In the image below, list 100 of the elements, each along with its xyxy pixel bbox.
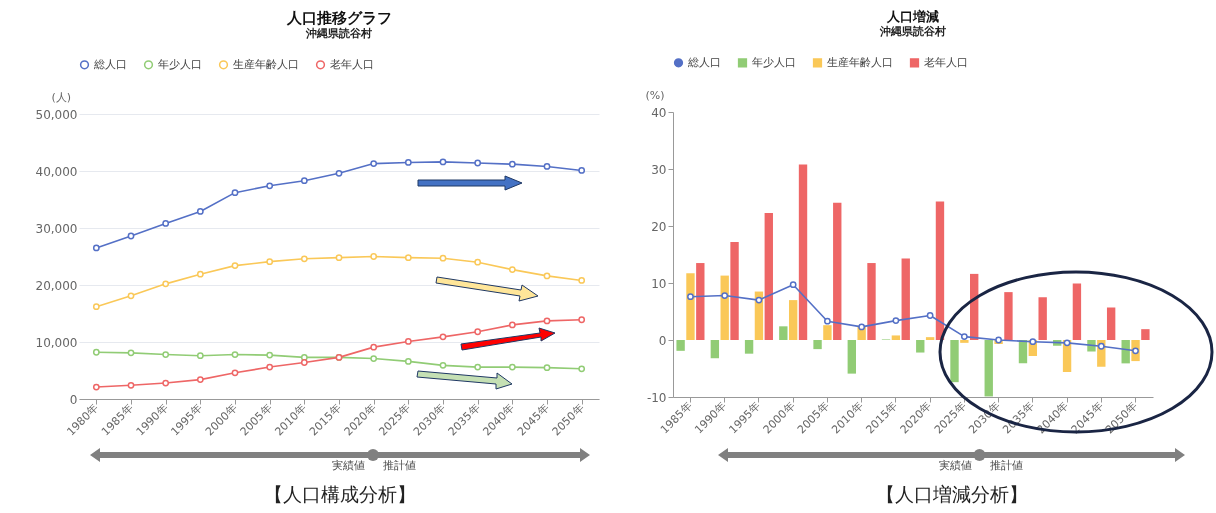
point [370,343,378,351]
point [300,359,308,366]
chart-subtitle: 沖縄県読谷村 [305,26,372,40]
text: 推計値 [989,458,1023,473]
bar [1038,297,1047,340]
point [162,280,170,288]
legend-label: 総人口 [687,55,721,69]
bar [950,340,959,383]
y-tick-label: 40,000 [35,164,78,179]
point [439,254,447,262]
point [370,355,378,362]
point [439,333,447,341]
legend-label: 生産年齢人口 [827,55,893,69]
bar [984,340,993,397]
point [162,220,170,227]
point [370,253,378,260]
legend-label: 年少人口 [158,57,202,71]
point [960,333,968,340]
bar [1004,292,1013,340]
point [543,364,551,372]
point [266,363,274,371]
point [162,379,170,387]
point [300,354,308,361]
point [543,163,551,170]
bar [696,263,705,340]
legend-label: 生産年齢人口 [233,57,299,71]
point [404,159,412,166]
text: 【人口増減分析】 [874,482,1029,507]
point [755,296,763,304]
point [404,357,412,365]
y-tick-label: 0 [658,333,667,348]
point [1029,338,1037,346]
chart-title: 人口推移グラフ [285,8,392,27]
y-axis-title: (人) [51,90,72,104]
chart-subtitle: 沖縄県読谷村 [879,24,946,38]
y-tick-label: 0 [69,392,78,407]
chart-title: 人口増減 [886,8,939,24]
point [127,381,135,389]
y-axis-title: (%) [645,88,665,102]
point [92,303,100,311]
point [92,348,100,356]
point [578,167,586,174]
bar [823,325,832,340]
point [508,363,516,371]
bar [833,202,842,340]
bar [1106,307,1116,340]
bar [901,258,910,340]
point [721,292,729,299]
point [127,292,135,300]
point [543,317,551,325]
point [196,352,204,360]
point [474,363,482,371]
point [231,262,239,270]
bar [764,212,773,340]
bar [925,337,935,340]
point [824,317,831,325]
point [892,317,900,325]
bar [1141,329,1150,340]
point [474,159,482,167]
legend-label: 年少人口 [752,55,796,69]
point [231,189,239,197]
bar [779,326,788,340]
point [127,232,135,240]
bar [891,335,901,340]
text: 【人口構成分析】 [263,482,417,507]
point [231,369,239,377]
legend-label: 老年人口 [924,55,968,69]
y-tick-label: -10 [646,390,667,405]
bar [867,263,876,340]
point [1097,342,1105,350]
point [300,177,308,185]
bar [710,340,720,359]
point [300,255,308,263]
point [266,182,274,190]
bar [916,340,925,353]
point [926,312,934,319]
legend-label: 老年人口 [330,57,374,71]
y-tick-label: 10 [651,276,667,291]
point [266,351,274,359]
bar [1072,283,1082,340]
point [231,351,239,358]
point [789,281,797,289]
point [687,293,694,301]
y-tick-label: 40 [651,105,667,120]
bar [788,300,798,340]
bar [720,275,729,340]
point [127,349,135,357]
point [92,383,100,391]
y-tick-label: 20,000 [35,278,78,293]
point [335,254,343,262]
y-tick-label: 20 [651,219,667,234]
bar [935,201,945,340]
bar [798,164,808,340]
point [196,270,204,278]
bar [813,340,822,350]
bar [676,340,685,351]
point [578,365,586,373]
point [578,316,586,324]
point [995,336,1002,344]
point [404,338,412,345]
